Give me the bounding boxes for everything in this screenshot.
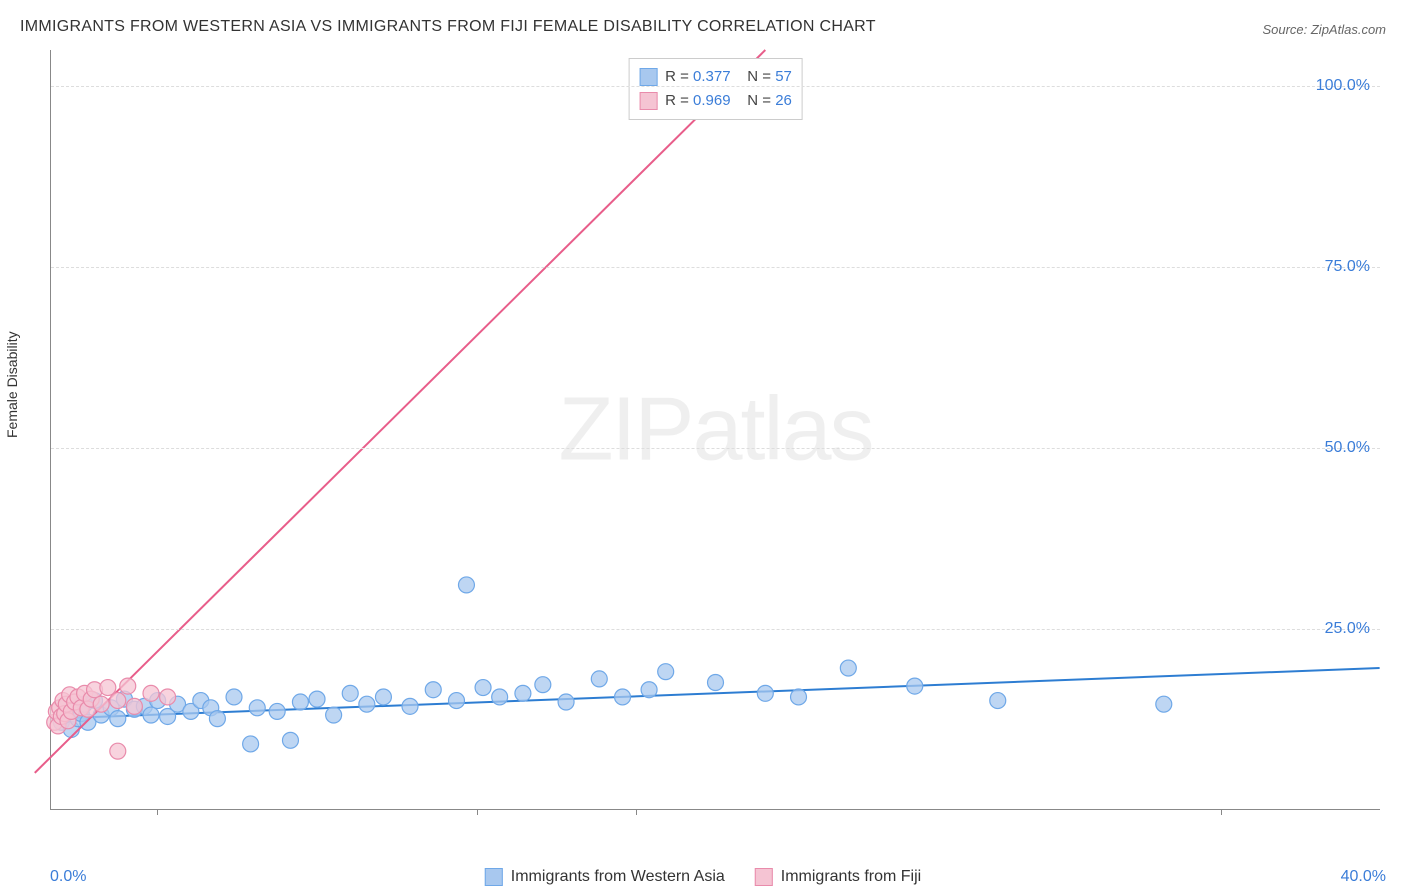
legend-label-series2: Immigrants from Fiji (781, 868, 921, 886)
legend-swatch-blue (485, 868, 503, 886)
legend-swatch-blue (639, 68, 657, 86)
source-attribution: Source: ZipAtlas.com (1262, 22, 1386, 37)
y-axis-label: Female Disability (4, 331, 20, 438)
chart-plot-area: ZIPatlas R = 0.377 N = 57 R = 0.969 N = … (50, 50, 1380, 810)
x-axis-end-label: 40.0% (1341, 868, 1386, 886)
x-axis-origin-label: 0.0% (50, 868, 86, 886)
scatter-plot-svg (51, 50, 1380, 809)
y-tick-label: 25.0% (1325, 620, 1370, 638)
y-tick-label: 75.0% (1325, 258, 1370, 276)
legend-row-series2: R = 0.969 N = 26 (639, 89, 792, 113)
legend-item-series1: Immigrants from Western Asia (485, 868, 725, 886)
legend-item-series2: Immigrants from Fiji (755, 868, 921, 886)
legend-swatch-pink (639, 92, 657, 110)
correlation-legend: R = 0.377 N = 57 R = 0.969 N = 26 (628, 58, 803, 120)
legend-swatch-pink (755, 868, 773, 886)
y-tick-label: 100.0% (1316, 77, 1370, 95)
chart-title: IMMIGRANTS FROM WESTERN ASIA VS IMMIGRAN… (20, 18, 876, 36)
legend-label-series1: Immigrants from Western Asia (511, 868, 725, 886)
series-legend: Immigrants from Western Asia Immigrants … (485, 868, 921, 886)
y-tick-label: 50.0% (1325, 439, 1370, 457)
